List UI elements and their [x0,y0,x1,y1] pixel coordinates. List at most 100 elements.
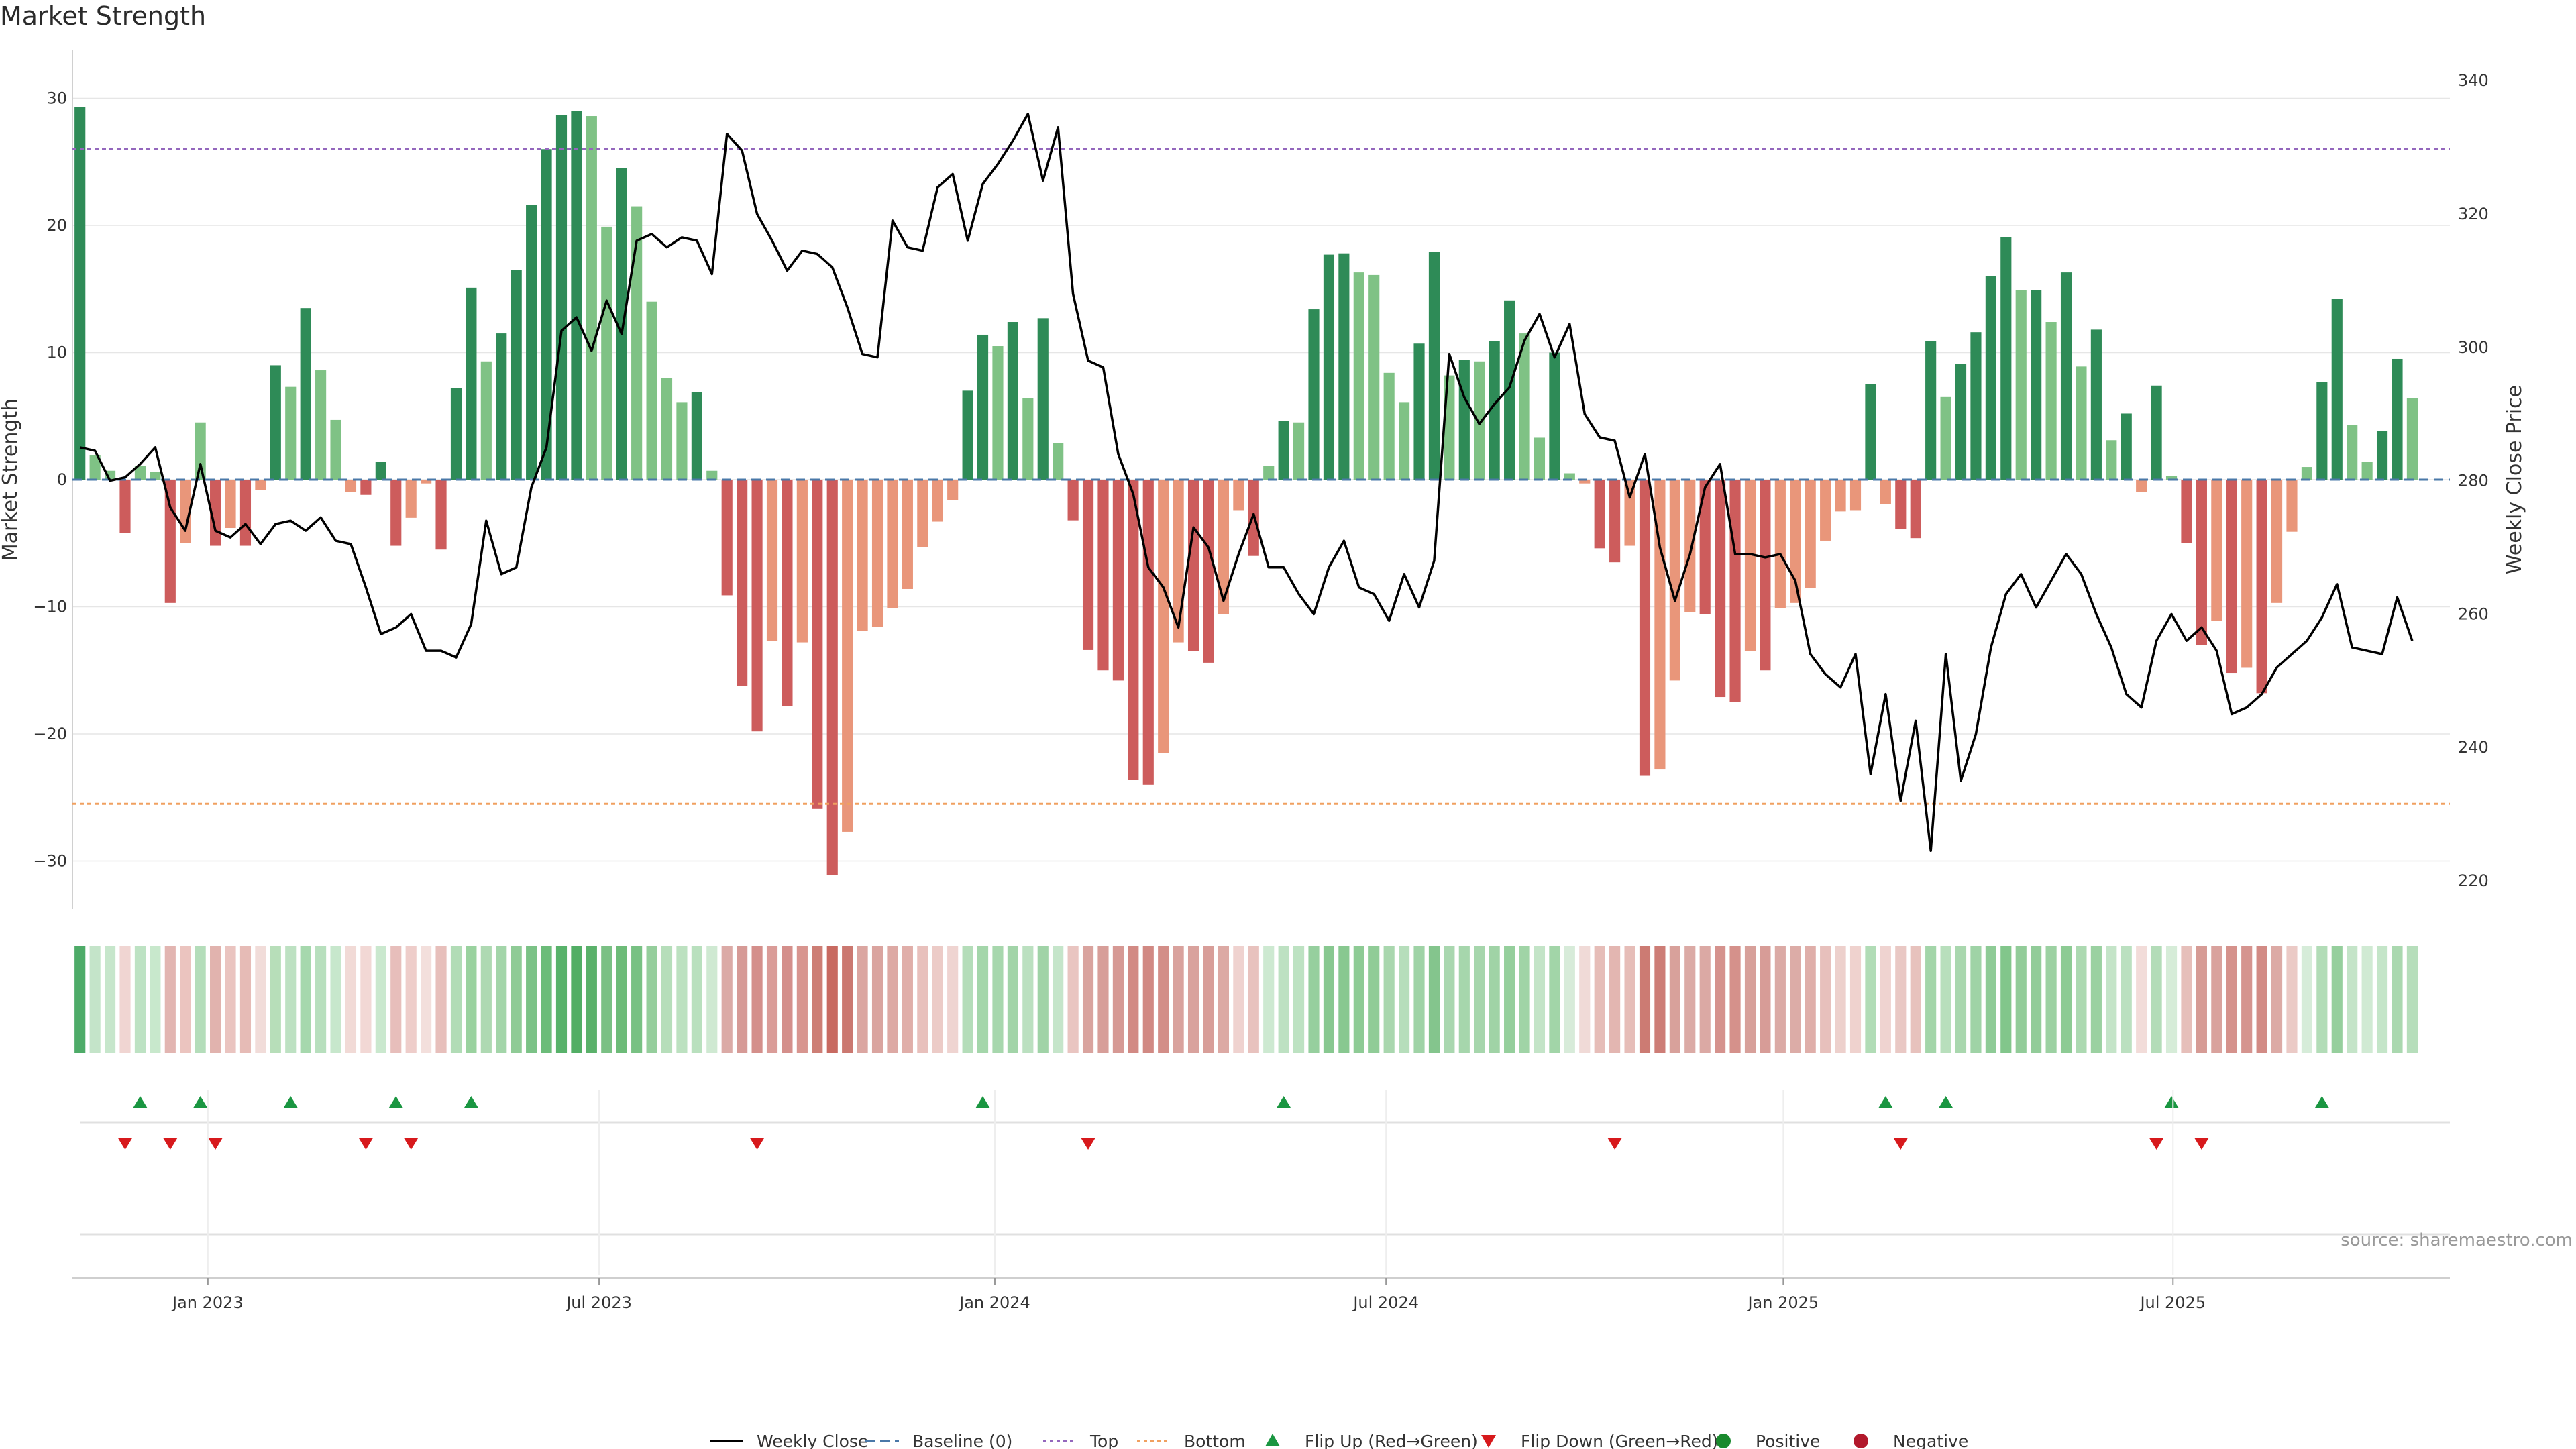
heat-cell [1669,946,1680,1053]
legend-label: Positive [1756,1432,1820,1449]
heat-cell [2286,946,2298,1053]
strength-bar [1925,341,1937,480]
heat-cell [676,946,688,1053]
strength-bar [601,226,612,480]
heat-cell [1865,946,1876,1053]
source-text: source: sharemaestro.com [2341,1230,2573,1250]
strength-bar [360,480,372,495]
strength-bar [2165,476,2178,480]
strength-bar [1097,480,1109,671]
strength-bar [1128,480,1139,780]
strength-bar [1353,272,1364,480]
y-right-tick-label: 340 [2458,71,2489,90]
strength-bar [1985,276,1996,480]
heat-cell [239,946,252,1053]
heat-cell [1940,946,1951,1053]
strength-bar [721,480,733,596]
heat-cell [1684,946,1696,1053]
heat-cell [1082,946,1094,1053]
heat-cell [2226,946,2237,1053]
strength-bar [1744,480,1756,651]
heat-cell [466,946,477,1053]
heat-cell [826,946,838,1053]
strength-bar [239,480,252,546]
heat-cell [631,946,643,1053]
strength-bar [225,480,236,529]
heat-cell [2316,946,2328,1053]
strength-bar [1579,480,1591,484]
strength-bar [195,422,206,480]
heat-cell [105,946,116,1053]
strength-bar [887,480,898,608]
heat-cell [1594,946,1605,1053]
heat-cell [1790,946,1801,1053]
strength-bar [1654,480,1666,770]
strength-bar [676,402,688,480]
heat-cell [601,946,612,1053]
strength-bar [2226,480,2237,674]
heat-cell [1203,946,1214,1053]
strength-bar [826,480,838,875]
strength-bar [466,287,477,480]
strength-bar [1474,361,1485,480]
heat-cell [2256,946,2267,1053]
strength-bar [751,480,763,732]
heat-cell [2090,946,2102,1053]
strength-bar [1790,480,1801,603]
strength-bar [2136,480,2147,492]
heat-cell [2106,946,2117,1053]
strength-bar [2347,425,2358,480]
x-tick-label: Jul 2023 [565,1293,632,1312]
flip-up-marker [132,1096,148,1108]
strength-bar [2406,398,2418,480]
strength-bar [1774,480,1786,608]
heat-cell [1428,946,1440,1053]
heat-cell [1293,946,1305,1053]
heat-cell [842,946,853,1053]
strength-bar [1082,480,1094,650]
flip-down-marker [117,1138,133,1150]
strength-bar [2000,237,2012,480]
y-left-tick-label: 0 [57,470,67,489]
heat-cell [932,946,943,1053]
heat-cell [526,946,537,1053]
strength-bar [1067,480,1079,521]
strength-bar [1880,480,1891,504]
heat-cell [496,946,507,1053]
strength-bar [1158,480,1169,753]
y-right-tick-label: 320 [2458,205,2489,223]
strength-bar [1519,333,1530,480]
strength-bar [1534,437,1546,480]
heat-cell [315,946,327,1053]
heat-cell [300,946,311,1053]
heat-cell [1368,946,1380,1053]
flip-down-marker [358,1138,374,1150]
strength-bar [2045,322,2057,480]
heat-cell [2045,946,2057,1053]
heat-cell [1504,946,1515,1053]
flip-up-marker [1938,1096,1953,1108]
heat-cell [555,946,568,1053]
strength-bar [1955,364,1967,480]
legend-triangle-down-icon [1481,1435,1496,1448]
heat-cell [2136,946,2147,1053]
strength-bar [210,480,221,546]
heat-cell [992,946,1004,1053]
strength-bar [737,480,748,686]
strength-bar [1399,402,1410,480]
heat-cell [917,946,928,1053]
y-left-tick-label: 20 [46,216,67,235]
strength-bar [2211,480,2222,621]
flip-down-marker [1607,1138,1623,1150]
heat-cell [1112,946,1124,1053]
heat-cell [1715,946,1726,1053]
heat-cell [1549,946,1560,1053]
legend-label: Negative [1893,1432,1968,1449]
strength-bar [2121,413,2132,480]
strength-bar [1428,252,1440,480]
strength-bar [1458,360,1470,480]
legend-item: Flip Up (Red→Green) [1265,1432,1478,1449]
heat-cell [2376,946,2388,1053]
strength-bar [796,480,808,643]
